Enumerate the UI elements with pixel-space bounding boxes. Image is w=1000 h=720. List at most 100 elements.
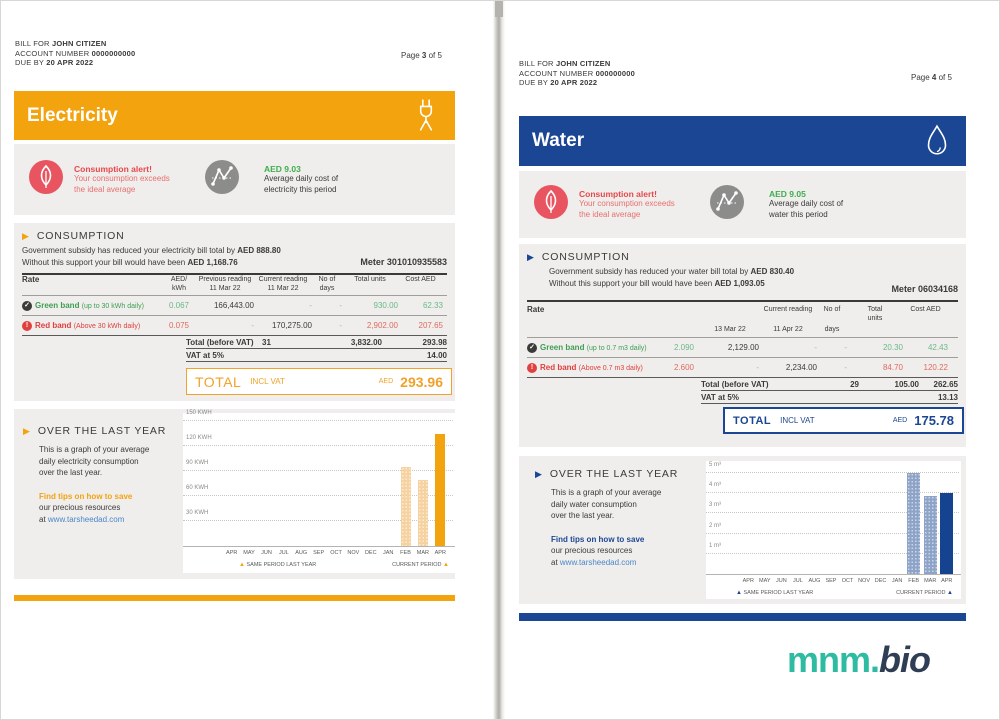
y-axis-label: 5 m³ — [709, 462, 721, 469]
consumption-section: ▶ CONSUMPTION Government subsidy has red… — [14, 223, 455, 401]
avg-cost-line2: electricity this period — [264, 184, 337, 194]
col-rate: Rate — [527, 305, 545, 314]
red-cost: 207.65 — [418, 321, 443, 330]
legend-past-triangle-icon: ▲ — [239, 562, 245, 568]
green-band-qualifier: (up to 0.7 m3 daily) — [586, 345, 647, 352]
daily-cost-chart-icon — [709, 184, 745, 225]
grand-total-label: TOTAL — [733, 414, 772, 427]
section-marker-icon: ▶ — [535, 468, 542, 479]
x-axis-label: NOV — [347, 550, 360, 556]
alert-line1: Your consumption exceeds — [74, 174, 170, 184]
grand-total-amount: 175.78 — [914, 413, 954, 428]
col-days-2: days — [319, 285, 335, 292]
x-axis-label: JUL — [278, 550, 289, 556]
tarsheedad-link[interactable]: www.tarsheedad.com — [559, 557, 637, 567]
section-marker-icon: ▶ — [22, 230, 29, 241]
account-label: ACCOUNT NUMBER — [15, 48, 90, 58]
col-unit-2: kWh — [172, 285, 186, 292]
total-days: 31 — [262, 338, 271, 347]
daily-cost-chart-icon — [204, 159, 240, 200]
x-axis-label: MAR — [416, 550, 430, 556]
col-units-top: Total — [867, 306, 883, 313]
avg-cost-text: AED 9.05 Average daily cost of water thi… — [769, 189, 843, 221]
legend-current-triangle-icon: ▲ — [947, 590, 953, 596]
desc-line1: This is a graph of your average — [39, 445, 150, 454]
green-curr: - — [814, 343, 817, 352]
leaf-alert-icon — [533, 184, 569, 225]
red-days: - — [844, 363, 847, 372]
total-units: 3,832.00 — [350, 338, 382, 347]
chart-bar-feb — [907, 473, 921, 574]
chart-gridline — [706, 512, 959, 514]
alert-title: Consumption alert! — [74, 163, 152, 174]
section-title: CONSUMPTION — [541, 251, 630, 263]
brand-logo: mnm.bio — [787, 639, 931, 681]
x-axis-label: APR — [742, 578, 754, 584]
y-axis-label: 30 KWH — [186, 510, 209, 517]
electricity-page: BILL FOR JOHN CITIZEN ACCOUNT NUMBER 000… — [9, 1, 491, 719]
y-axis-label: 2 m³ — [709, 522, 721, 529]
page-number: 3 — [421, 51, 427, 60]
green-rate: 2.090 — [673, 343, 695, 352]
brand-logo-dark: bio — [879, 639, 931, 680]
chart-plot-area: 30 KWH 60 KWH 90 KWH 120 KWH 150 KWH — [183, 410, 455, 547]
bill-for-label: BILL FOR — [519, 59, 554, 68]
red-units: 84.70 — [882, 363, 903, 372]
avg-cost-line1: Average daily cost of — [264, 174, 339, 184]
green-prev: 166,443.00 — [213, 301, 254, 310]
alert-title: Consumption alert! — [579, 188, 657, 199]
x-axis-label: JUN — [261, 550, 272, 556]
x-axis-label: APR — [941, 578, 953, 584]
red-curr: 170,275.00 — [271, 321, 312, 330]
red-band-qualifier: (Above 0.7 m3 daily) — [578, 365, 643, 372]
x-axis-label: DEC — [364, 550, 377, 556]
tarsheedad-link[interactable]: www.tarsheedad.com — [47, 514, 125, 524]
red-units: 2,902.00 — [366, 321, 398, 330]
chart-x-axis: APR MAY JUN JUL AUG SEP OCT NOV DEC JAN FEB MAR APR — [706, 575, 961, 587]
table-header-row2: kWh 11 Mar 22 11 Mar 22 days — [22, 284, 447, 293]
consumption-section: ▶ CONSUMPTION Government subsidy has red… — [519, 244, 966, 447]
total-cost: 262.65 — [933, 380, 958, 389]
subsidy-line: Government subsidy has reduced your wate… — [549, 267, 749, 276]
exclamation-icon: ! — [527, 362, 537, 373]
avg-cost-line2: water this period — [769, 209, 828, 219]
red-rate: 0.075 — [168, 321, 190, 330]
x-axis-label: NOV — [858, 578, 870, 584]
y-axis-label: 60 KWH — [186, 485, 209, 492]
chart-legend: ▲ SAME PERIOD LAST YEAR CURRENT PERIOD ▲ — [183, 559, 455, 571]
grand-total-sublabel: INCL VAT — [250, 377, 285, 386]
tips-line2: our precious resources — [551, 546, 633, 555]
tips-prefix: at — [39, 514, 46, 524]
tips-bold-line: Find tips on how to save — [551, 534, 645, 544]
subsidy-text: Government subsidy has reduced your elec… — [22, 245, 447, 269]
electricity-footer-bar — [14, 595, 455, 601]
last-year-title: OVER THE LAST YEAR — [549, 468, 679, 480]
last-year-description: This is a graph of your average daily wa… — [551, 487, 699, 522]
desc-line3: over the last year. — [39, 468, 103, 477]
support-line: Without this support your bill would hav… — [22, 258, 186, 267]
y-axis-label: 120 KWH — [186, 435, 212, 442]
chart-bar-feb — [400, 467, 411, 546]
tips-line2: our precious resources — [39, 503, 121, 512]
consumption-alert-panel: Consumption alert! Your consumption exce… — [14, 144, 455, 215]
check-icon: ✓ — [22, 300, 32, 311]
col-cost: Cost AED — [910, 306, 941, 313]
total-cost: 293.98 — [422, 338, 447, 347]
x-axis-label: DEC — [874, 578, 887, 584]
green-band-row: ✓ Green band (up to 0.7 m3 daily) 2.090 2… — [527, 338, 958, 358]
water-title-band: Water — [519, 116, 966, 166]
support-amount: AED 1,093.05 — [714, 279, 765, 288]
tips-text: Find tips on how to save our precious re… — [39, 491, 173, 526]
col-days-2: days — [824, 326, 840, 333]
page-total: of 5 — [428, 51, 442, 60]
legend-past-label: SAME PERIOD LAST YEAR — [743, 590, 814, 596]
last-year-section: ▶ OVER THE LAST YEAR This is a graph of … — [14, 409, 455, 579]
x-axis-label: JUL — [792, 578, 803, 584]
page-label: Page — [401, 51, 420, 60]
col-days: No of — [318, 276, 336, 283]
legend-current-triangle-icon: ▲ — [443, 562, 449, 568]
chart-legend: ▲ SAME PERIOD LAST YEAR CURRENT PERIOD ▲ — [706, 587, 961, 599]
support-line: Without this support your bill would hav… — [549, 279, 713, 288]
alert-line2: the ideal average — [74, 184, 136, 194]
